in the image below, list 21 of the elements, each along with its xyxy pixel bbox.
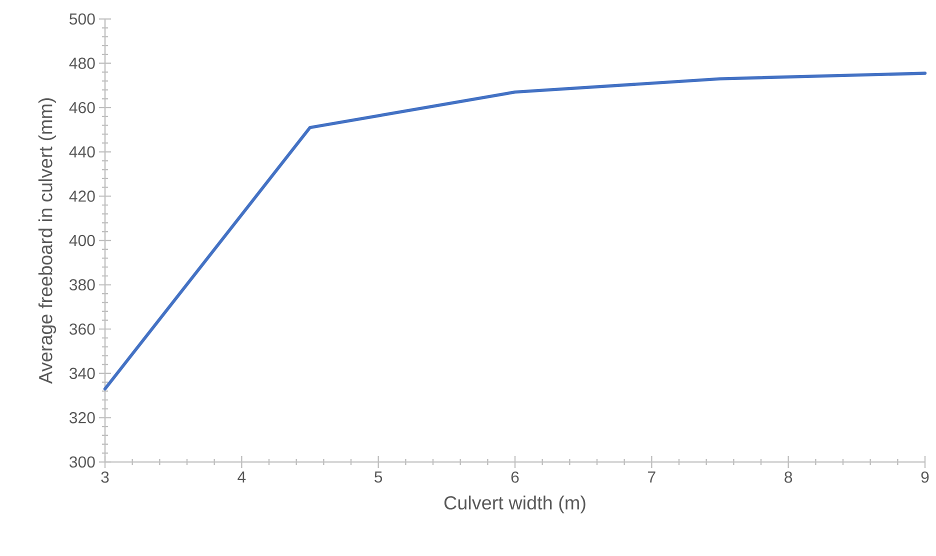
x-tick-label: 4 xyxy=(238,472,246,482)
x-axis-title: Culvert width (m) xyxy=(444,496,586,514)
line-series xyxy=(103,72,927,390)
y-tick-label: 500 xyxy=(70,13,95,25)
y-tick-label: 340 xyxy=(70,368,95,380)
x-tick-label: 3 xyxy=(101,472,109,483)
y-tick-label: 400 xyxy=(69,234,95,246)
y-tick-label: 300 xyxy=(70,456,95,468)
x-tick-label: 6 xyxy=(511,472,519,483)
y-tick-label: 320 xyxy=(70,412,95,424)
x-tick-label: 5 xyxy=(374,472,382,483)
x-tick-label: 9 xyxy=(921,472,929,483)
x-tick-label: 8 xyxy=(784,472,792,483)
y-tick-label: 440 xyxy=(69,146,95,158)
y-tick-label: 460 xyxy=(69,102,95,114)
y-axis-title: Average freeboard in culvert (mm) xyxy=(38,98,56,384)
y-tick-label: 480 xyxy=(69,58,95,69)
y-tick-label: 420 xyxy=(69,190,95,202)
y-tick-label: 360 xyxy=(70,323,95,335)
y-tick-label: 380 xyxy=(70,279,95,290)
x-tick-label: 7 xyxy=(648,472,656,482)
